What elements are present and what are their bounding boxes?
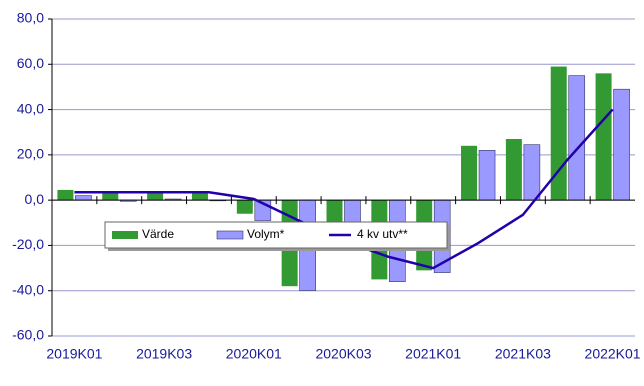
bar — [75, 195, 92, 201]
y-tick-label: 20,0 — [17, 146, 44, 162]
legend-label: Värde — [142, 227, 174, 241]
bar — [595, 73, 612, 201]
x-tick-label: 2021K03 — [495, 346, 551, 362]
bar — [478, 150, 496, 201]
y-tick-label: -60,0 — [12, 327, 44, 343]
y-tick-label: 40,0 — [17, 100, 44, 116]
legend-box — [104, 221, 448, 249]
y-tick-label: -40,0 — [12, 281, 44, 297]
bar — [236, 200, 253, 214]
legend-label: 4 kv utv** — [357, 227, 408, 241]
legend-swatch — [216, 230, 244, 240]
legend-label: Volym* — [247, 227, 285, 241]
y-tick-label: 60,0 — [17, 55, 44, 71]
bar — [568, 75, 586, 201]
x-tick-label: 2021K01 — [405, 346, 461, 362]
bar — [505, 139, 522, 201]
bar — [461, 145, 478, 201]
y-tick-label: 80,0 — [17, 10, 44, 26]
legend-swatch — [112, 231, 138, 239]
bar — [57, 189, 74, 201]
x-tick-label: 2019K03 — [136, 346, 192, 362]
bar — [147, 193, 164, 201]
x-tick-label: 2019K01 — [46, 346, 102, 362]
x-tick-label: 2022K01 — [585, 346, 641, 362]
bar — [102, 193, 119, 201]
bar — [550, 66, 567, 201]
bar — [523, 144, 541, 201]
x-tick-label: 2020K01 — [226, 346, 282, 362]
y-tick-label: 0,0 — [25, 191, 45, 207]
y-tick-label: -20,0 — [12, 236, 44, 252]
bar — [326, 200, 343, 228]
x-tick-label: 2020K03 — [315, 346, 371, 362]
bar — [613, 88, 630, 201]
legend: Värde Volym* 4 kv utv** — [104, 221, 450, 251]
bar — [191, 193, 208, 201]
